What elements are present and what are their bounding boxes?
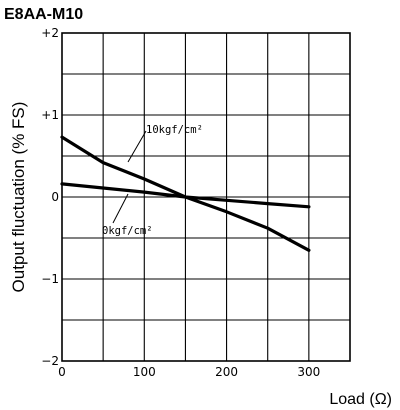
x-tick-label: 100 — [133, 365, 156, 379]
y-tick-label: +1 — [41, 108, 59, 122]
x-tick-label: 200 — [215, 365, 238, 379]
annotation-0kgf: 0kgf/cm² — [102, 225, 153, 237]
chart-title: E8AA-M10 — [4, 6, 83, 23]
y-tick-label: 0 — [51, 190, 59, 204]
plot-frame — [61, 32, 351, 362]
y-tick-label: +2 — [41, 26, 59, 40]
chart-grid — [62, 33, 350, 361]
series-group — [60, 135, 311, 252]
y-tick-label: −1 — [41, 272, 59, 286]
y-tick-label: −2 — [41, 354, 59, 368]
leader-line-0kgf — [112, 193, 129, 224]
leader-line-10kgf — [127, 130, 147, 163]
series-line-0kgf — [60, 182, 311, 209]
annotation-leaders — [112, 130, 147, 224]
axis-ticks: 0 100 200 300 +2 +1 0 −1 −2 — [41, 26, 320, 379]
annotation-10kgf: 10kgf/cm² — [146, 124, 203, 136]
x-tick-label: 300 — [297, 365, 320, 379]
y-axis-label: Output fluctuation (% FS) — [9, 102, 28, 293]
x-axis-label: Load (Ω) — [329, 391, 392, 408]
x-tick-label: 0 — [58, 365, 66, 379]
